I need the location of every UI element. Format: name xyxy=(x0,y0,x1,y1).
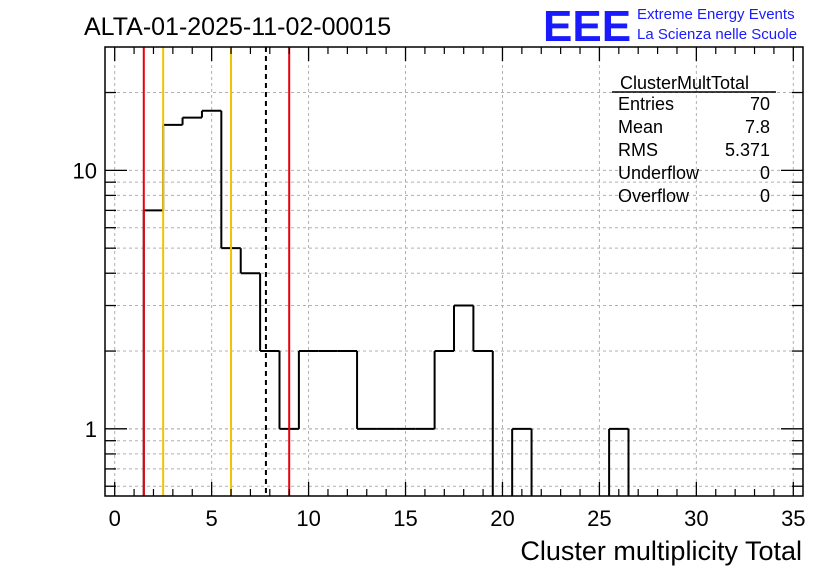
stats-label: RMS xyxy=(618,140,658,160)
eee-logo: EEE Extreme Energy Events La Scienza nel… xyxy=(543,2,797,51)
x-tick-label: 20 xyxy=(490,506,514,531)
stats-label: Entries xyxy=(618,94,674,114)
stats-label: Mean xyxy=(618,117,663,137)
histogram-bars xyxy=(142,109,630,496)
stats-value: 0 xyxy=(760,163,770,183)
stats-title: ClusterMultTotal xyxy=(620,73,749,93)
y-tick-label: 1 xyxy=(85,417,97,442)
stats-row-entries: Entries 70 xyxy=(618,94,770,114)
stats-value: 0 xyxy=(760,186,770,206)
plot-frame xyxy=(104,46,804,497)
stats-row-mean: Mean 7.8 xyxy=(618,117,770,137)
stats-value: 7.8 xyxy=(745,117,770,137)
x-axis-title: Cluster multiplicity Total xyxy=(520,536,802,566)
logo-line-2: La Scienza nelle Scuole xyxy=(637,26,797,43)
grid xyxy=(105,47,803,496)
axes: 0 5 10 15 20 25 30 35 1 10 xyxy=(73,47,806,531)
stats-row-rms: RMS 5.371 xyxy=(618,140,770,160)
logo-line-1: Extreme Energy Events xyxy=(637,6,795,23)
vertical-markers xyxy=(142,47,291,496)
stats-row-underflow: Underflow 0 xyxy=(618,163,770,183)
x-tick-label: 35 xyxy=(781,506,805,531)
x-tick-label: 25 xyxy=(587,506,611,531)
x-tick-label: 5 xyxy=(206,506,218,531)
x-tick-label: 0 xyxy=(109,506,121,531)
x-tick-label: 15 xyxy=(393,506,417,531)
stats-value: 70 xyxy=(750,94,770,114)
stats-label: Underflow xyxy=(618,163,700,183)
stats-box: ClusterMultTotal Entries 70 Mean 7.8 RMS… xyxy=(612,73,776,206)
stats-label: Overflow xyxy=(618,186,690,206)
eee-logo-mark: EEE xyxy=(543,2,631,51)
run-title: ALTA-01-2025-11-02-00015 xyxy=(84,13,391,41)
stats-row-overflow: Overflow 0 xyxy=(618,186,770,206)
y-tick-label: 10 xyxy=(73,158,97,183)
x-tick-label: 10 xyxy=(296,506,320,531)
x-tick-label: 30 xyxy=(684,506,708,531)
stats-value: 5.371 xyxy=(725,140,770,160)
